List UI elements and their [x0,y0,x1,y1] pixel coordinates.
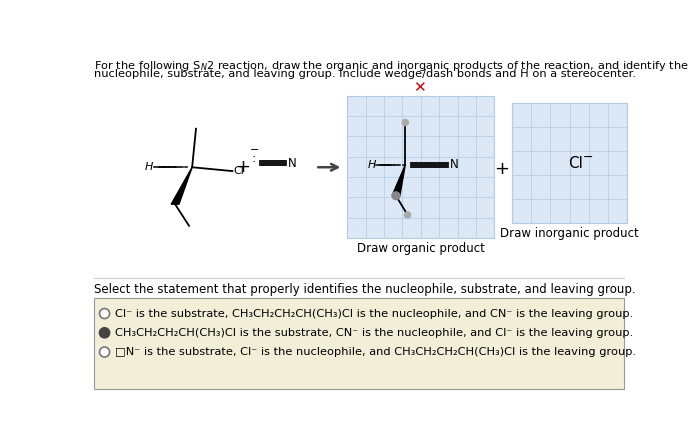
Text: H: H [368,160,376,170]
Circle shape [405,212,411,218]
Text: H: H [144,162,153,172]
Bar [94,298,624,389]
Text: Select the statement that properly identifies the nucleophile, substrate, and le: Select the statement that properly ident… [94,283,636,296]
Text: +: + [495,160,510,178]
Text: −: − [249,145,259,155]
Bar [512,103,627,223]
Text: nucleophile, substrate, and leaving group. Include wedge/dash bonds and H on a s: nucleophile, substrate, and leaving grou… [94,69,636,79]
Text: □N⁻ is the substrate, Cl⁻ is the nucleophile, and CH₃CH₂CH₂CH(CH₃)Cl is the leav: □N⁻ is the substrate, Cl⁻ is the nucleop… [115,347,636,357]
Text: :: : [251,152,256,165]
Polygon shape [392,165,405,196]
Text: For the following S$_N$2 reaction, draw the organic and inorganic products of th: For the following S$_N$2 reaction, draw … [94,59,689,73]
Circle shape [100,329,108,337]
Text: Cl: Cl [233,166,244,176]
Text: Cl: Cl [568,155,582,170]
Text: Cl⁻ is the substrate, CH₃CH₂CH₂CH(CH₃)Cl is the nucleophile, and CN⁻ is the leav: Cl⁻ is the substrate, CH₃CH₂CH₂CH(CH₃)Cl… [115,309,633,318]
Text: Draw organic product: Draw organic product [357,242,484,255]
Circle shape [100,309,108,318]
Text: N: N [288,157,296,170]
Polygon shape [172,167,192,204]
Text: ✕: ✕ [413,80,426,95]
Bar [347,95,494,238]
Circle shape [392,192,400,200]
Text: −: − [583,151,594,164]
Text: N: N [449,159,459,171]
Text: Draw inorganic product: Draw inorganic product [500,226,639,239]
Circle shape [402,119,408,126]
Circle shape [100,348,108,356]
Text: +: + [235,158,250,176]
Text: CH₃CH₂CH₂CH(CH₃)Cl is the substrate, CN⁻ is the nucleophile, and Cl⁻ is the leav: CH₃CH₂CH₂CH(CH₃)Cl is the substrate, CN⁻… [115,328,633,338]
